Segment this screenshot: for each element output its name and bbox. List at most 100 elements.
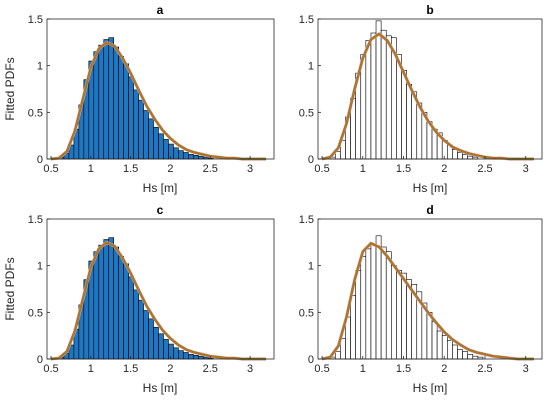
panel-a-histogram-bar xyxy=(113,46,119,160)
panel-d-histogram-bar xyxy=(447,340,453,360)
panel-d-x-tick-label: 0.5 xyxy=(314,363,329,375)
panel-a-y-ticks: 0 0.5 1 1.5 xyxy=(28,14,50,166)
panel-b-x-tick-label: 2.5 xyxy=(477,163,492,175)
panel-d: d 0.5 1 1.5 2 2.5 3 00.511.5 Hs [m] xyxy=(299,203,543,395)
panel-c-histogram-bar xyxy=(198,355,204,360)
panel-b-y-tick-label: 1.5 xyxy=(299,14,314,26)
panel-d-histogram-bar xyxy=(391,265,397,360)
panel-d-histogram-bar xyxy=(467,354,474,360)
panel-c-x-tick-label: 1.5 xyxy=(123,363,138,375)
panel-a-histogram-bar xyxy=(103,39,110,160)
panel-a-histogram-bar xyxy=(128,76,134,160)
panel-b-histogram-bar xyxy=(457,152,463,160)
panel-d-y-tick-label: 0.5 xyxy=(299,307,314,319)
panel-c-x-tick-label: 2 xyxy=(167,363,173,375)
panel-c-histogram-bar xyxy=(158,333,164,360)
panel-d-histogram-bar xyxy=(360,256,367,360)
panel-d-title: d xyxy=(426,203,433,217)
panel-d-x-tick-label: 2 xyxy=(441,363,447,375)
panel-b-histogram-bar xyxy=(360,54,367,160)
panel-d-histogram-bar xyxy=(457,349,463,360)
panel-b-x-axis-label: Hs [m] xyxy=(413,181,448,195)
panel-c-y-tick-label: 0 xyxy=(37,354,43,366)
panel-a-y-tick-label: 1.5 xyxy=(28,14,43,26)
panel-b-histogram-bar xyxy=(406,84,412,160)
panel-d-x-tick-label: 3 xyxy=(523,363,529,375)
panel-d-x-tick-label: 2.5 xyxy=(477,363,492,375)
panel-d-histogram-bar xyxy=(436,330,443,360)
panel-c: c 0.5 1 1.5 2 2.5 3 00.511.5 Hs [m] Fitted PD… xyxy=(3,203,275,395)
panel-c-x-tick-label: 2.5 xyxy=(203,363,218,375)
panel-a-x-tick-label: 2.5 xyxy=(203,163,218,175)
panel-a-y-axis-label: Fitted PDFs xyxy=(3,57,17,120)
panel-c-y-ticks: 0 0.5 1 1.5 xyxy=(28,214,50,366)
panel-c-histogram-bar xyxy=(123,263,129,360)
panel-d-histogram-bar xyxy=(401,272,407,360)
panel-c-y-tick-label: 1 xyxy=(37,261,43,273)
panel-b-histogram-bar xyxy=(462,154,468,160)
panel-d-axes-box xyxy=(317,218,543,360)
panel-c-histogram-bar xyxy=(148,318,154,360)
panel-b-histogram-bar xyxy=(365,40,372,160)
panel-b-x-tick-label: 3 xyxy=(523,163,529,175)
panel-d-histogram-bar xyxy=(431,321,438,360)
panel-d-histogram-bar xyxy=(335,351,341,360)
panel-a-histogram-bar xyxy=(143,110,149,160)
panel-c-histogram-bar xyxy=(163,339,169,360)
panel-c-histogram-bar xyxy=(113,246,119,360)
panel-a-fit-line-inner xyxy=(50,41,267,160)
panel-a-x-tick-label: 1 xyxy=(88,163,94,175)
panel-b: b 0.5 1 1.5 2 2.5 3 00.511.5 Hs [m] xyxy=(299,3,543,195)
panel-a-axes-box xyxy=(46,18,275,160)
panel-c-y-axis-label: Fitted PDFs xyxy=(3,257,17,320)
panel-d-histogram-bar xyxy=(426,312,433,360)
panel-a-histogram-bar xyxy=(183,152,189,160)
panel-a-x-tick-label: 1.5 xyxy=(123,163,138,175)
panel-b-histogram-bar xyxy=(380,29,387,160)
panel-b-x-tick-label: 1.5 xyxy=(396,163,411,175)
panel-b-y-tick-label: 0.5 xyxy=(299,107,314,119)
panel-a-histogram-bar xyxy=(108,37,115,160)
panel-b-histogram-bar xyxy=(467,155,474,160)
panel-b-x-ticks: 0.5 1 1.5 2 2.5 3 xyxy=(314,156,529,175)
panel-d-x-ticks: 0.5 1 1.5 2 2.5 3 xyxy=(314,356,529,375)
panel-d-x-tick-label: 1 xyxy=(360,363,366,375)
panel-a-y-tick-label: 0.5 xyxy=(28,107,43,119)
panel-c-fit-line-inner xyxy=(50,241,267,360)
panel-d-fit-line-inner xyxy=(321,242,534,360)
panel-d-x-axis-label: Hs [m] xyxy=(413,381,448,395)
panel-b-axes-box xyxy=(317,18,543,160)
panel-b-title: b xyxy=(426,3,433,17)
panel-c-title: c xyxy=(157,203,164,217)
panel-c-x-tick-label: 3 xyxy=(247,363,253,375)
panel-a-histogram-bar xyxy=(93,51,100,160)
panel-a-fit-curve xyxy=(50,40,267,161)
panel-b-y-tick-label: 0 xyxy=(308,154,314,166)
panel-c-y-tick-label: 0.5 xyxy=(28,307,43,319)
panel-a-x-tick-label: 3 xyxy=(247,163,253,175)
panel-b-histogram-bar xyxy=(370,32,377,160)
panel-d-histogram-bar xyxy=(472,355,479,360)
panel-c-histogram-bar xyxy=(178,350,184,360)
panel-d-y-tick-label: 1.5 xyxy=(299,214,314,226)
panel-b-histogram-bar xyxy=(396,54,402,160)
panel-b-histogram-bar xyxy=(385,35,392,160)
panel-a-histogram-bar xyxy=(188,154,194,160)
panel-c-histogram-bar xyxy=(108,237,115,360)
panel-c-histogram-bar xyxy=(133,289,139,360)
panel-c-axes-box xyxy=(46,218,275,360)
panel-c-x-ticks: 0.5 1 1.5 2 2.5 3 xyxy=(43,356,253,375)
panel-d-histogram-bar xyxy=(375,235,382,360)
panel-c-histogram-bar xyxy=(118,256,124,360)
panel-c-histogram-bar xyxy=(153,326,159,360)
panel-b-bars xyxy=(329,20,479,160)
panel-a-histogram-bar xyxy=(138,99,144,160)
panel-d-fit-curve xyxy=(321,241,534,361)
panel-b-fit-line-inner xyxy=(321,33,534,160)
panel-d-histogram-bar xyxy=(462,351,468,360)
panel-b-histogram-bar xyxy=(401,70,407,160)
panel-c-histogram-bar xyxy=(143,310,149,360)
panel-d-y-tick-label: 0 xyxy=(308,354,314,366)
panel-d-histogram-bar xyxy=(370,244,377,360)
